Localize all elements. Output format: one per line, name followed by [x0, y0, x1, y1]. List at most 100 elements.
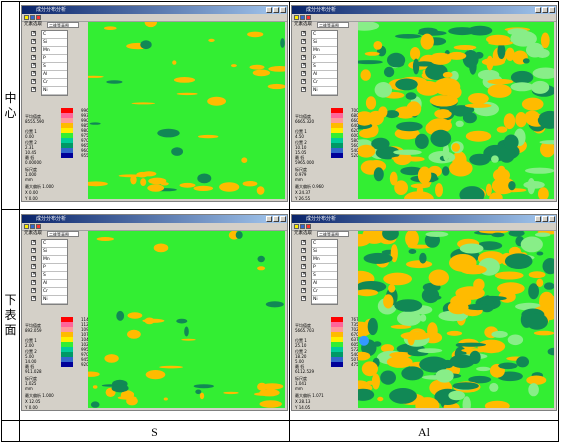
- contour-region: [515, 112, 527, 128]
- minimize-button[interactable]: [535, 7, 541, 13]
- element-item[interactable]: Si: [42, 248, 67, 256]
- contour-region: [359, 129, 375, 139]
- element-checkbox[interactable]: ×: [301, 295, 307, 301]
- element-checkbox[interactable]: ×: [301, 247, 307, 253]
- element-checkbox[interactable]: ×: [301, 86, 307, 92]
- element-item[interactable]: C: [42, 240, 67, 248]
- element-checkbox[interactable]: ×: [31, 46, 37, 52]
- element-item[interactable]: S: [42, 63, 67, 71]
- maximize-button[interactable]: [273, 216, 279, 222]
- element-checkbox[interactable]: ×: [31, 78, 37, 84]
- maximize-button[interactable]: [273, 7, 279, 13]
- maximize-button[interactable]: [542, 7, 548, 13]
- close-button[interactable]: [280, 7, 286, 13]
- element-checkbox[interactable]: ×: [301, 62, 307, 68]
- element-item[interactable]: Al: [312, 280, 337, 288]
- mode-dropdown[interactable]: 二维等高图: [317, 22, 349, 28]
- element-item[interactable]: Mn: [42, 47, 67, 55]
- save-icon[interactable]: [30, 15, 35, 20]
- element-checkbox[interactable]: ×: [301, 287, 307, 293]
- element-item[interactable]: Ni: [42, 296, 67, 304]
- element-item[interactable]: Cr: [42, 288, 67, 296]
- element-item[interactable]: P: [42, 55, 67, 63]
- element-item[interactable]: Ni: [312, 87, 337, 95]
- close-button[interactable]: [549, 7, 555, 13]
- element-item[interactable]: Cr: [312, 288, 337, 296]
- save-icon[interactable]: [30, 224, 35, 229]
- element-item[interactable]: Ni: [312, 296, 337, 304]
- close-button[interactable]: [549, 216, 555, 222]
- chart-icon[interactable]: [306, 15, 311, 20]
- minimize-button[interactable]: [535, 216, 541, 222]
- element-checkbox[interactable]: ×: [31, 86, 37, 92]
- element-checkbox[interactable]: ×: [31, 247, 37, 253]
- element-item[interactable]: Al: [42, 280, 67, 288]
- element-item[interactable]: Al: [312, 71, 337, 79]
- element-checkbox[interactable]: ×: [31, 271, 37, 277]
- save-icon[interactable]: [300, 15, 305, 20]
- element-checkbox[interactable]: ×: [301, 30, 307, 36]
- element-item[interactable]: C: [42, 31, 67, 39]
- element-item[interactable]: Si: [312, 248, 337, 256]
- element-item[interactable]: C: [312, 31, 337, 39]
- element-checkbox[interactable]: ×: [31, 287, 37, 293]
- element-item[interactable]: Ni: [42, 87, 67, 95]
- mode-dropdown[interactable]: 二维等高图: [47, 22, 79, 28]
- element-item[interactable]: Al: [42, 71, 67, 79]
- element-checkbox[interactable]: ×: [31, 54, 37, 60]
- element-item[interactable]: S: [42, 272, 67, 280]
- element-checkbox[interactable]: ×: [31, 239, 37, 245]
- element-item[interactable]: S: [312, 63, 337, 71]
- element-checkbox[interactable]: ×: [31, 295, 37, 301]
- element-item[interactable]: Cr: [312, 79, 337, 87]
- element-checkbox[interactable]: ×: [31, 70, 37, 76]
- chart-icon[interactable]: [306, 224, 311, 229]
- mode-dropdown[interactable]: 二维等高图: [47, 231, 79, 237]
- element-item[interactable]: C: [312, 240, 337, 248]
- title-bar: 成分分布分析: [292, 6, 556, 14]
- element-checkbox[interactable]: ×: [31, 263, 37, 269]
- element-checkbox[interactable]: ×: [31, 30, 37, 36]
- mode-dropdown[interactable]: 二维等高图: [317, 231, 349, 237]
- contour-region: [160, 182, 169, 186]
- element-checkbox[interactable]: ×: [301, 70, 307, 76]
- element-checkbox[interactable]: ×: [301, 46, 307, 52]
- element-checkbox[interactable]: ×: [301, 78, 307, 84]
- element-item[interactable]: P: [312, 264, 337, 272]
- element-checkbox[interactable]: ×: [301, 279, 307, 285]
- save-icon[interactable]: [300, 224, 305, 229]
- element-item[interactable]: P: [42, 264, 67, 272]
- contour-region: [388, 284, 396, 293]
- open-icon[interactable]: [24, 224, 29, 229]
- legend-value: 7025: [351, 327, 362, 332]
- open-icon[interactable]: [294, 15, 299, 20]
- minimize-button[interactable]: [266, 216, 272, 222]
- element-checkbox[interactable]: ×: [301, 263, 307, 269]
- element-checkbox[interactable]: ×: [301, 271, 307, 277]
- element-checkbox[interactable]: ×: [301, 54, 307, 60]
- chart-icon[interactable]: [36, 224, 41, 229]
- minimize-button[interactable]: [266, 7, 272, 13]
- element-checkbox[interactable]: ×: [301, 255, 307, 261]
- contour-region: [481, 58, 505, 66]
- element-item[interactable]: Mn: [42, 256, 67, 264]
- element-item[interactable]: Si: [42, 39, 67, 47]
- element-checkbox[interactable]: ×: [31, 279, 37, 285]
- element-item[interactable]: Mn: [312, 256, 337, 264]
- element-item[interactable]: P: [312, 55, 337, 63]
- element-item[interactable]: Cr: [42, 79, 67, 87]
- element-item[interactable]: Mn: [312, 47, 337, 55]
- close-button[interactable]: [280, 216, 286, 222]
- legend-swatch: [331, 143, 343, 148]
- element-item[interactable]: Si: [312, 39, 337, 47]
- element-checkbox[interactable]: ×: [31, 255, 37, 261]
- open-icon[interactable]: [24, 15, 29, 20]
- element-checkbox[interactable]: ×: [31, 62, 37, 68]
- open-icon[interactable]: [294, 224, 299, 229]
- element-checkbox[interactable]: ×: [31, 38, 37, 44]
- element-checkbox[interactable]: ×: [301, 239, 307, 245]
- element-checkbox[interactable]: ×: [301, 38, 307, 44]
- maximize-button[interactable]: [542, 216, 548, 222]
- chart-icon[interactable]: [36, 15, 41, 20]
- element-item[interactable]: S: [312, 272, 337, 280]
